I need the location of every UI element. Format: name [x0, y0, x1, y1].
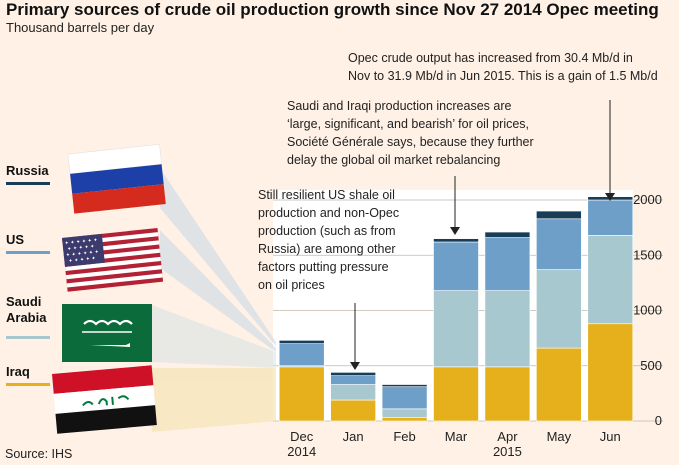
- bar-russia: [433, 238, 479, 243]
- svg-text:✦ ✦ ✦ ✦ ✦: ✦ ✦ ✦ ✦ ✦: [68, 256, 96, 265]
- bar-saudi-arabia: [587, 235, 634, 325]
- russia-callout: [160, 168, 276, 346]
- y-tick-label: 1000: [633, 303, 662, 318]
- chart-title: Primary sources of crude oil production …: [6, 0, 659, 19]
- x-tick-label: Feb: [393, 429, 415, 444]
- bar-russia: [330, 372, 376, 376]
- bar-saudi-arabia: [381, 408, 428, 418]
- x-tick-label: Apr 2015: [493, 429, 522, 459]
- annotation-opec-output: Opec crude output has increased from 30.…: [348, 51, 658, 83]
- legend-label-us: US: [6, 232, 24, 247]
- legend-swatch-us: [6, 251, 50, 254]
- y-tick-label: 500: [640, 358, 662, 373]
- bar-us: [278, 343, 325, 367]
- flag-callouts: [152, 168, 276, 432]
- bar-russia: [381, 384, 428, 388]
- bar-us: [381, 386, 428, 410]
- bar-russia: [536, 210, 582, 220]
- bar-iraq: [587, 323, 634, 422]
- y-tick-label: 2000: [633, 192, 662, 207]
- iraq-flag-icon: [52, 365, 157, 434]
- bar-us: [484, 237, 531, 291]
- y-axis: 0 500 1000 1500 2000: [633, 192, 662, 428]
- bar-us: [587, 199, 634, 236]
- svg-text:✦ ✦ ✦ ✦ ✦: ✦ ✦ ✦ ✦ ✦: [67, 244, 95, 253]
- us-callout: [160, 230, 276, 352]
- annotation-saudi-iraq: Saudi and Iraqi production increases are…: [287, 99, 534, 167]
- bar-us: [330, 375, 376, 385]
- chart-subtitle: Thousand barrels per day: [6, 20, 155, 35]
- bar-saudi-arabia: [484, 290, 531, 368]
- legend-label-russia: Russia: [6, 163, 49, 178]
- bar-iraq: [278, 366, 325, 422]
- x-tick-label: Mar: [445, 429, 468, 444]
- y-tick-label: 0: [655, 413, 662, 428]
- bar-iraq: [484, 366, 531, 422]
- bar-us: [536, 218, 582, 270]
- legend: Russia US Saudi Arabia Iraq: [6, 163, 50, 386]
- bar-saudi-arabia: [433, 290, 479, 368]
- bar-saudi-arabia: [330, 384, 376, 401]
- legend-swatch-iraq: [6, 383, 50, 386]
- svg-text:✦ ✦ ✦ ✦ ✦ ✦: ✦ ✦ ✦ ✦ ✦ ✦: [66, 249, 100, 258]
- saudi-arabia-flag-icon: [62, 304, 152, 362]
- legend-label-saudi-arabia: Saudi Arabia: [6, 294, 47, 325]
- legend-swatch-saudi-arabia: [6, 336, 50, 339]
- source: Source: IHS: [5, 447, 72, 461]
- annotation-us-shale-arrow-icon: [350, 362, 360, 370]
- saudi-arabia-callout: [152, 305, 276, 368]
- bar-russia: [484, 231, 531, 238]
- y-tick-label: 1500: [633, 247, 662, 262]
- x-tick-label: Jan: [343, 429, 364, 444]
- bar-iraq: [536, 347, 582, 422]
- us-flag-icon: ✦ ✦ ✦ ✦ ✦ ✦ ✦ ✦ ✦ ✦ ✦ ✦ ✦ ✦ ✦ ✦ ✦ ✦ ✦ ✦ …: [62, 227, 164, 292]
- bar-us: [433, 241, 479, 291]
- bar-iraq: [433, 366, 479, 422]
- bars: [278, 196, 634, 422]
- bar-saudi-arabia: [536, 269, 582, 349]
- x-tick-label: Jun: [600, 429, 621, 444]
- bar-iraq: [381, 417, 428, 422]
- annotation-opec-arrow-icon: [605, 193, 615, 201]
- iraq-callout: [152, 368, 276, 432]
- x-tick-label: May: [547, 429, 572, 444]
- annotation-saudi-iraq-arrow-icon: [450, 227, 460, 235]
- legend-swatch-russia: [6, 182, 50, 185]
- russia-flag-icon: [67, 144, 166, 214]
- x-tick-label: Dec 2014: [287, 429, 316, 459]
- annotation-us-shale: Still resilient US shale oil production a…: [258, 188, 399, 292]
- svg-text:✦ ✦ ✦ ✦ ✦ ✦: ✦ ✦ ✦ ✦ ✦ ✦: [64, 237, 98, 246]
- bar-russia: [278, 340, 325, 344]
- x-axis: Dec 2014 Jan Feb Mar Apr 2015 May Jun: [287, 429, 621, 459]
- legend-label-iraq: Iraq: [6, 364, 30, 379]
- bar-iraq: [330, 399, 376, 422]
